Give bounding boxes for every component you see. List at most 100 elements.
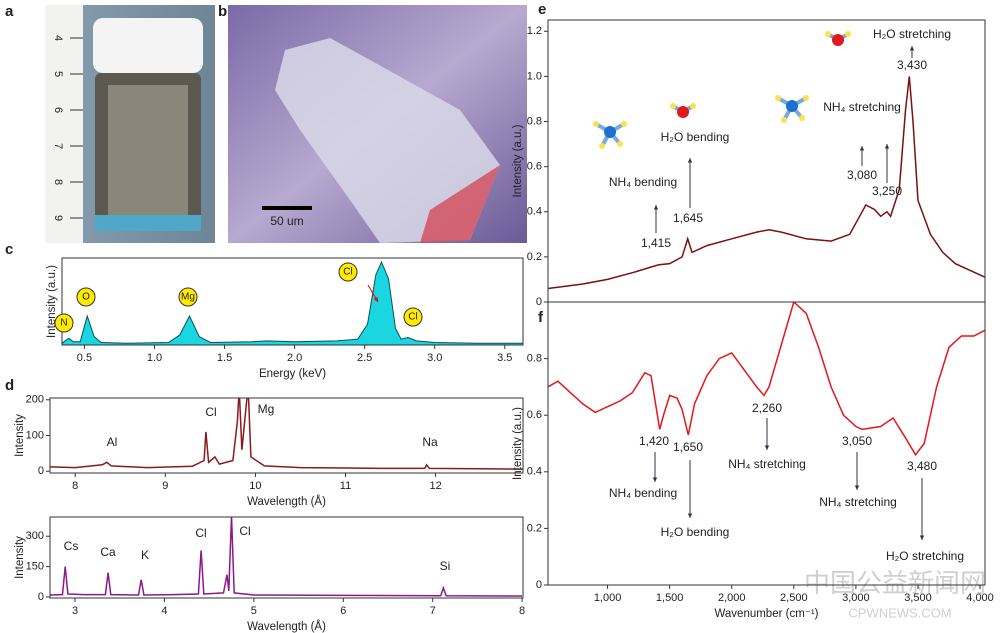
line: [50, 517, 523, 597]
annotation: Cl: [343, 267, 352, 278]
x-tick-label: 10: [249, 480, 261, 492]
y-axis-label: Intensity: [14, 414, 26, 457]
arrow-head: [652, 477, 658, 482]
label-circle: [338, 262, 358, 282]
atom-n: [786, 100, 798, 112]
ruler-label: 5: [52, 71, 64, 77]
label-circle: [54, 313, 74, 333]
chart: 0 0.2 0.4 0.6 0.8 1.0 1.2 Intensity (a.u.) e H₂O …: [512, 1, 986, 308]
y-axis-label: Intensity (a.u.): [512, 407, 524, 480]
x-tick-label: 2.0: [287, 352, 302, 364]
area-outline: [62, 260, 523, 344]
chart: 0 100 200 8 9 10 11 12 Wavelength (Å) Intensity d A…: [5, 377, 524, 508]
x-axis-label: Energy (keV): [259, 368, 326, 380]
atom-h: [845, 31, 851, 37]
x-axis-label: Wavelength (Å): [247, 620, 326, 633]
x-tick-label: 7: [430, 605, 436, 617]
atom-h: [621, 121, 627, 127]
x-tick-label: 2,000: [718, 592, 746, 604]
x-tick-label: 2,500: [780, 592, 808, 604]
arrow-head: [764, 445, 770, 450]
annotation: NH₄ bending: [609, 486, 677, 500]
annotation: 1,650: [673, 440, 703, 454]
y-tick-label: 0: [536, 296, 542, 308]
panel-label: d: [5, 377, 14, 394]
x-tick-label: 8: [519, 605, 525, 617]
ruler-label: 9: [52, 215, 64, 221]
atom-h: [617, 141, 623, 147]
annotation: Mg: [181, 292, 195, 303]
atom-h: [775, 95, 781, 101]
plot-frame: [49, 516, 524, 599]
atom-o: [832, 34, 844, 46]
panel-label: a: [5, 3, 14, 20]
arrow-head: [687, 158, 693, 163]
y-axis-label: Intensity (a.u.): [46, 265, 58, 338]
watermark: 中国公益新闻网: [804, 568, 986, 598]
chart: 0 0.2 0.4 0.6 0.8 1,000 1,500 2,000 2,500 3,000 3,…: [512, 301, 994, 620]
plot-frame: [547, 301, 986, 586]
annotation: H₂O stretching: [873, 27, 951, 41]
x-tick-label: 3.5: [497, 352, 512, 364]
y-tick-label: 0: [38, 591, 44, 603]
panel-label: b: [218, 3, 227, 20]
y-tick-label: 300: [26, 530, 44, 542]
x-tick-label: 5: [251, 605, 257, 617]
label-circle: [76, 287, 96, 307]
annotation: NH₄ bending: [609, 175, 677, 189]
arrow-head: [373, 297, 378, 302]
y-tick-label: 0: [38, 465, 44, 477]
annotation: K: [141, 548, 149, 562]
annotation: Na: [422, 435, 438, 449]
annotation: Al: [107, 435, 118, 449]
label-circle: [403, 307, 423, 327]
annotation: Cl: [239, 524, 250, 538]
watermark-url: CPWNEWS.COM: [848, 605, 951, 620]
y-tick-label: 0.2: [527, 251, 542, 263]
atom-h: [690, 103, 696, 109]
annotation: Cl: [408, 312, 417, 323]
y-tick-label: 150: [26, 561, 44, 573]
x-tick-label: 11: [340, 480, 351, 492]
x-tick-label: 3: [72, 605, 78, 617]
annotation: NH₄ stretching: [819, 495, 897, 509]
annotation: Cl: [195, 526, 206, 540]
x-tick-label: 6: [340, 605, 346, 617]
x-tick-label: 2.5: [357, 352, 372, 364]
y-tick-label: 0.6: [527, 409, 542, 421]
annotation: 3,050: [842, 434, 872, 448]
x-tick-label: 8: [72, 480, 78, 492]
arrow-head: [854, 485, 860, 490]
line: [548, 302, 985, 457]
annotation: H₂O bending: [661, 525, 730, 539]
y-tick-label: 0.4: [527, 206, 542, 218]
x-axis-label: Wavenumber (cm⁻¹): [714, 608, 818, 620]
atom-h: [781, 117, 787, 123]
annotation: 3,250: [872, 184, 902, 198]
y-tick-label: 0.2: [527, 522, 542, 534]
annotation: Si: [440, 559, 451, 573]
scale-bar-label: 50 um: [270, 214, 303, 228]
annotation: Mg: [258, 402, 275, 416]
y-tick-label: 0.4: [527, 466, 542, 478]
y-axis-label: Intensity (a.u.): [512, 124, 524, 197]
chart: 0 150 300 3 4 5 6 7 8 Wavelength (Å) Intensity Cs Ca…: [14, 516, 525, 633]
x-tick-label: 3,000: [842, 592, 870, 604]
x-tick-label: 1,000: [594, 592, 622, 604]
x-tick-label: 3,500: [904, 592, 932, 604]
x-tick-label: 1.0: [147, 352, 162, 364]
photo-b: [228, 5, 527, 243]
annotation: 3,430: [897, 58, 927, 72]
x-tick-label: 1,500: [656, 592, 684, 604]
atom-h: [803, 95, 809, 101]
annotation: 1,415: [641, 236, 671, 250]
annotation: 3,480: [907, 459, 937, 473]
atom-h: [825, 31, 831, 37]
y-tick-label: 1.0: [527, 70, 542, 82]
y-tick-label: 0.8: [527, 353, 542, 365]
annotation: N: [60, 318, 67, 329]
annotation: Ca: [100, 545, 116, 559]
x-axis-label: Wavelength (Å): [247, 495, 326, 508]
atom-h: [593, 121, 599, 127]
